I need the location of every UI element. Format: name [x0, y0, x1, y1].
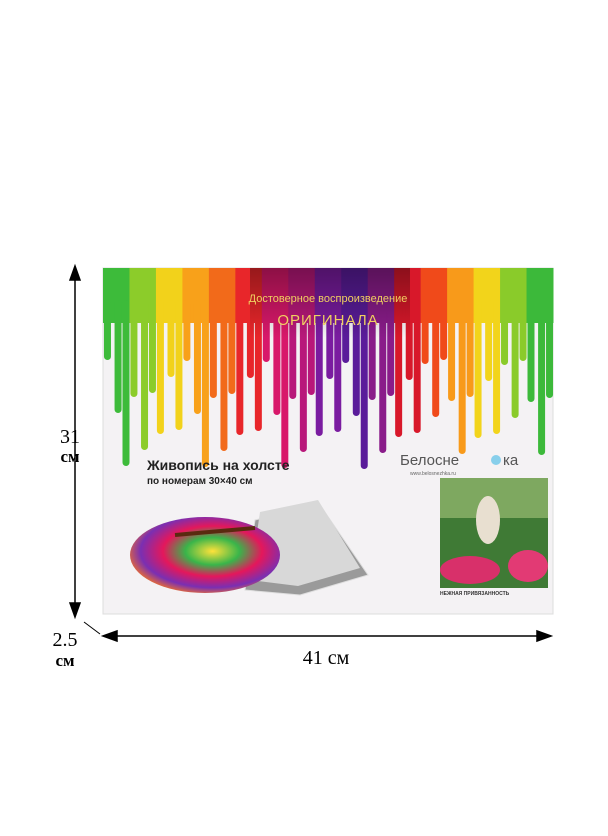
paint-drip	[156, 300, 164, 434]
dimension-arrows	[68, 263, 554, 643]
palette	[130, 517, 280, 593]
tagline: Достоверное воспроизведение	[249, 293, 408, 305]
paint-drip	[546, 300, 554, 398]
paint-drip	[220, 300, 228, 451]
website: www.belosnezhka.ru	[410, 471, 456, 477]
paint-drip	[493, 300, 501, 434]
paint-drip	[474, 300, 482, 438]
paint-drip	[511, 300, 519, 418]
paint-drip	[527, 300, 535, 402]
paint-drip	[281, 300, 289, 468]
arrow-head	[536, 629, 554, 643]
height-value: 31	[60, 426, 80, 448]
paint-drip	[379, 300, 387, 453]
flowers	[508, 550, 548, 582]
paint-drip	[519, 300, 527, 361]
paint-drip	[148, 300, 156, 393]
paint-drip	[209, 300, 217, 398]
tagline-emphasis: ОРИГИНАЛА	[277, 312, 378, 329]
paint-drip	[114, 300, 122, 413]
width-label: 41 см	[303, 647, 350, 669]
paint-drip	[183, 300, 191, 361]
brand-start: Белосне	[400, 452, 459, 469]
arrow-head	[68, 263, 82, 281]
picture-title: НЕЖНАЯ ПРИВЯЗАННОСТЬ	[440, 591, 510, 597]
shadow	[250, 268, 410, 338]
paint-drip	[103, 300, 111, 360]
paint-drip	[130, 300, 138, 397]
paint-drip	[448, 300, 456, 401]
paint-drip	[440, 300, 448, 360]
paint-drip	[236, 300, 244, 435]
depth-unit: см	[55, 651, 75, 670]
paint-drip	[458, 300, 466, 454]
height-unit: см	[60, 447, 80, 466]
horse	[476, 496, 500, 544]
paint-drip	[485, 300, 493, 381]
paint-drips	[103, 268, 554, 469]
depth-value: 2.5	[53, 629, 78, 651]
paint-drip	[122, 300, 130, 466]
paint-drip	[432, 300, 440, 417]
box-subtitle: по номерам 30×40 см	[147, 476, 253, 487]
box-title: Живопись на холсте	[146, 457, 290, 473]
paint-drip	[501, 300, 509, 365]
paint-drip	[193, 300, 201, 414]
brush	[174, 526, 256, 537]
flowers	[440, 556, 500, 584]
paint-drip	[466, 300, 474, 397]
paint-drip	[228, 300, 236, 394]
paint-drip	[538, 300, 546, 455]
brand-icon	[491, 455, 501, 465]
paint-drip	[167, 300, 175, 377]
paint-drip	[201, 300, 209, 467]
depth-arrow	[83, 621, 101, 635]
paint-drip	[175, 300, 183, 430]
paint-drip	[360, 300, 368, 469]
arrow-head	[100, 629, 118, 643]
arrow-head	[68, 602, 82, 620]
paint-drip	[141, 300, 149, 450]
brand-end: ка	[503, 452, 519, 469]
paint-drip	[421, 300, 429, 364]
paint-drip	[413, 300, 421, 433]
